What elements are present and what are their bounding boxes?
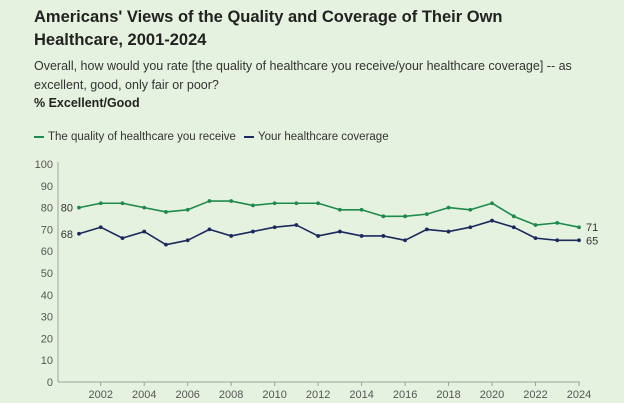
data-point-1 — [77, 231, 81, 236]
series-line-1 — [78, 219, 579, 246]
data-point-1 — [403, 238, 407, 243]
data-point-1 — [185, 238, 190, 243]
legend-label-coverage: Your healthcare coverage — [257, 131, 389, 143]
legend-swatch-coverage — [243, 136, 254, 138]
data-point-1 — [272, 225, 277, 230]
y-tick-label: 80 — [41, 203, 53, 215]
data-point-1 — [294, 223, 299, 227]
x-tick-label: 2008 — [219, 389, 243, 401]
legend-item-quality[interactable]: The quality of healthcare you receive — [34, 131, 236, 143]
data-point-0 — [468, 207, 473, 212]
data-point-1 — [555, 238, 560, 243]
data-point-1 — [316, 234, 321, 238]
data-point-1 — [229, 234, 234, 238]
legend-label-quality: The quality of healthcare you receive — [48, 131, 236, 143]
data-point-1 — [511, 225, 516, 230]
data-point-1 — [446, 229, 451, 234]
x-tick-label: 2022 — [523, 389, 547, 401]
legend-swatch-quality — [34, 136, 44, 138]
y-tick-label: 0 — [47, 377, 53, 389]
x-tick-label: 2002 — [88, 389, 112, 401]
data-point-0 — [272, 201, 277, 206]
x-tick-label: 2024 — [567, 389, 591, 401]
start-value-label-1: 68 — [61, 229, 73, 241]
data-point-1 — [251, 229, 255, 234]
y-tick-label: 30 — [41, 312, 53, 324]
data-point-0 — [577, 225, 581, 230]
x-tick-label: 2020 — [480, 389, 504, 401]
data-point-0 — [403, 214, 407, 219]
data-point-0 — [251, 203, 255, 208]
data-point-1 — [164, 242, 168, 247]
data-point-0 — [77, 205, 81, 210]
data-point-0 — [120, 201, 125, 206]
legend: The quality of healthcare you receive Yo… — [34, 131, 397, 143]
x-tick-label: 2012 — [306, 389, 330, 401]
data-point-0 — [533, 223, 538, 227]
x-tick-label: 2006 — [175, 389, 199, 401]
end-value-label-0: 71 — [586, 222, 598, 234]
data-point-1 — [142, 229, 147, 234]
legend-item-coverage[interactable]: Your healthcare coverage — [243, 131, 389, 143]
data-point-1 — [424, 227, 429, 232]
y-tick-label: 100 — [35, 159, 53, 171]
data-point-0 — [555, 220, 560, 225]
data-point-1 — [381, 234, 386, 238]
y-tick-label: 40 — [41, 290, 53, 302]
data-point-0 — [294, 201, 299, 206]
data-point-0 — [316, 201, 321, 206]
data-point-0 — [185, 207, 190, 212]
data-point-0 — [446, 205, 451, 210]
measure-label: % Excellent/Good — [34, 96, 140, 110]
x-tick-label: 2010 — [262, 389, 286, 401]
series-line-0 — [78, 200, 580, 229]
end-value-label-1: 65 — [586, 235, 598, 247]
data-point-1 — [207, 227, 212, 232]
start-value-label-0: 80 — [61, 203, 73, 215]
y-tick-label: 10 — [41, 355, 53, 367]
x-tick-label: 2004 — [132, 389, 156, 401]
data-point-0 — [98, 201, 103, 206]
data-point-0 — [164, 210, 168, 214]
data-point-1 — [468, 225, 473, 230]
y-tick-label: 60 — [41, 246, 53, 258]
data-point-0 — [424, 212, 429, 217]
data-point-0 — [490, 201, 494, 206]
data-point-1 — [120, 236, 125, 241]
data-point-1 — [490, 218, 494, 223]
y-tick-label: 50 — [41, 268, 53, 280]
x-tick-label: 2018 — [436, 389, 460, 401]
y-tick-label: 90 — [41, 181, 53, 193]
chart-subtitle: Overall, how would you rate [the quality… — [34, 59, 572, 92]
y-tick-label: 70 — [41, 224, 53, 236]
y-tick-label: 20 — [41, 333, 53, 345]
data-point-1 — [98, 225, 103, 230]
data-point-1 — [337, 229, 342, 234]
x-tick-label: 2014 — [349, 389, 373, 401]
data-point-0 — [142, 205, 147, 210]
data-point-0 — [359, 207, 364, 212]
data-point-0 — [381, 214, 386, 219]
data-point-1 — [359, 234, 364, 238]
data-point-1 — [577, 238, 581, 243]
chart-title: Americans' Views of the Quality and Cove… — [34, 8, 503, 49]
data-point-0 — [337, 207, 342, 212]
data-point-1 — [533, 236, 538, 241]
data-point-0 — [207, 199, 212, 203]
x-tick-label: 2016 — [393, 389, 417, 401]
data-point-0 — [511, 214, 516, 219]
data-point-0 — [229, 199, 234, 203]
